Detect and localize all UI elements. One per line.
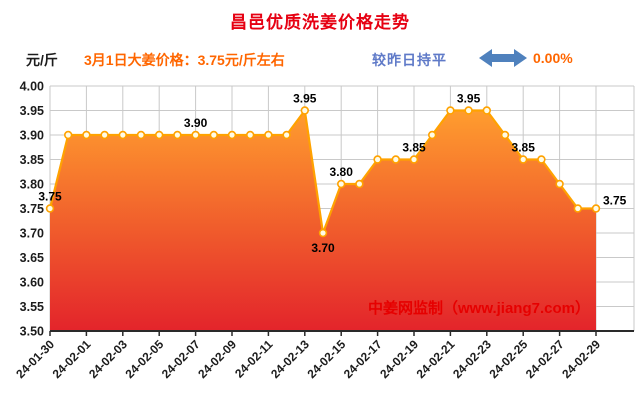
svg-text:24-02-23: 24-02-23	[450, 337, 494, 381]
svg-text:3.70: 3.70	[20, 227, 44, 241]
svg-text:24-02-09: 24-02-09	[195, 337, 239, 381]
comparison-label: 较昨日持平	[372, 52, 447, 68]
svg-text:3.70: 3.70	[311, 241, 335, 255]
svg-text:4.00: 4.00	[20, 80, 44, 94]
svg-text:24-02-01: 24-02-01	[50, 337, 94, 381]
svg-text:3.50: 3.50	[20, 325, 44, 339]
svg-text:24-02-05: 24-02-05	[122, 337, 166, 381]
svg-text:3.85: 3.85	[512, 141, 536, 155]
svg-text:3.75: 3.75	[20, 202, 44, 216]
svg-text:3.90: 3.90	[184, 116, 208, 130]
comparison-percent: 0.00%	[533, 50, 573, 66]
svg-text:3.75: 3.75	[38, 190, 62, 204]
svg-text:24-02-11: 24-02-11	[232, 337, 276, 381]
watermark: 中姜网监制（www.jiang7.com）	[368, 300, 590, 317]
svg-text:24-02-29: 24-02-29	[559, 337, 603, 381]
svg-text:24-02-07: 24-02-07	[159, 337, 203, 381]
svg-text:3.75: 3.75	[603, 194, 627, 208]
svg-text:24-01-30: 24-01-30	[13, 337, 57, 381]
svg-text:3.95: 3.95	[293, 92, 317, 106]
current-price-subtitle: 3月1日大姜价格：3.75元/斤左右	[84, 52, 285, 68]
svg-text:24-02-17: 24-02-17	[341, 337, 385, 381]
svg-text:3.55: 3.55	[20, 300, 44, 314]
svg-text:24-02-25: 24-02-25	[486, 337, 530, 381]
y-axis-unit-label: 元/斤	[26, 52, 58, 68]
svg-text:24-02-19: 24-02-19	[377, 337, 421, 381]
svg-text:3.90: 3.90	[20, 129, 44, 143]
svg-text:24-02-21: 24-02-21	[414, 337, 458, 381]
svg-text:3.85: 3.85	[402, 141, 426, 155]
svg-text:3.65: 3.65	[20, 251, 44, 265]
left-right-arrow-icon	[479, 49, 527, 67]
svg-text:24-02-15: 24-02-15	[304, 337, 348, 381]
svg-text:3.80: 3.80	[330, 165, 354, 179]
svg-text:24-02-27: 24-02-27	[523, 337, 567, 381]
svg-text:3.60: 3.60	[20, 276, 44, 290]
svg-text:24-02-13: 24-02-13	[268, 337, 312, 381]
svg-text:24-02-03: 24-02-03	[86, 337, 130, 381]
chart-title: 昌邑优质洗姜价格走势	[230, 13, 410, 32]
svg-text:3.95: 3.95	[20, 104, 44, 118]
svg-text:3.80: 3.80	[20, 178, 44, 192]
svg-text:3.85: 3.85	[20, 153, 44, 167]
svg-text:3.95: 3.95	[457, 92, 481, 106]
